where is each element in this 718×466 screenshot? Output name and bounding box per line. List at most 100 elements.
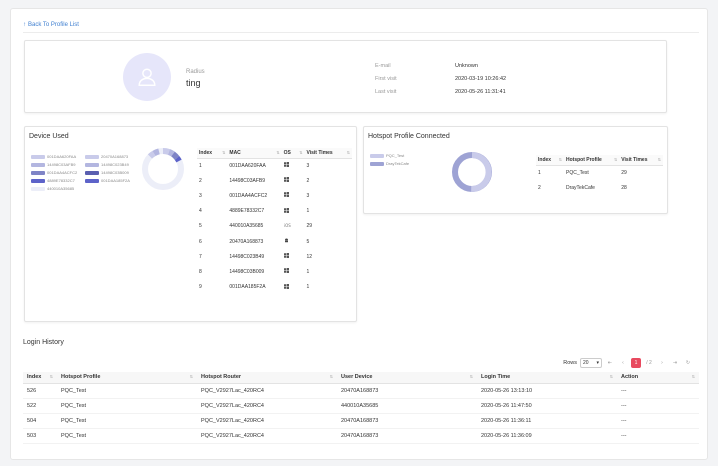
row-action[interactable]: --- — [617, 398, 699, 414]
row-mac: 14498C03AFB9 — [229, 177, 265, 184]
sort-icon[interactable]: ⇅ — [222, 149, 226, 155]
device-legend-item[interactable]: 440010A35685 — [31, 186, 74, 191]
hotspot-legend-item[interactable]: PQC_Test — [370, 153, 404, 158]
device-legend-item[interactable]: 001DAA620FAA — [31, 154, 76, 159]
current-page-button[interactable]: 1 — [631, 358, 641, 368]
device-legend-item[interactable]: 14498C03AFB9 — [31, 162, 75, 167]
table-row: 8 14498C03B009 1 — [197, 264, 352, 279]
row-visit-times: 2 — [306, 177, 310, 184]
row-mac: 14498C03B009 — [229, 268, 265, 275]
sort-icon[interactable]: ⇅ — [276, 149, 280, 155]
windows-icon — [283, 207, 289, 213]
hotspot-legend-item[interactable]: DrayTekCafe — [370, 161, 409, 166]
table-row: 2 DrayTekCafe 28 — [536, 180, 663, 195]
device-legend-item[interactable]: 14498C023B49 — [85, 162, 129, 167]
row-visit-times: 3 — [306, 192, 310, 199]
sort-icon[interactable]: ⇅ — [329, 374, 333, 380]
sort-icon[interactable]: ⇅ — [299, 149, 303, 155]
row-action[interactable]: --- — [617, 413, 699, 429]
row-action[interactable]: --- — [617, 383, 699, 399]
last-page-button[interactable]: ⇥ — [672, 360, 678, 366]
page-frame: ↑ Back To Profile List Radius ting E-mail… — [10, 8, 708, 460]
column-header-visit-times[interactable]: Visit Times ⇅ — [619, 155, 663, 166]
row-login-time: 2020-05-26 11:36:09 — [477, 428, 617, 444]
row-os — [282, 204, 305, 219]
row-index: 7 — [199, 253, 202, 260]
windows-icon — [283, 268, 289, 274]
column-header-index[interactable]: Index ⇅ — [197, 148, 228, 159]
windows-icon — [283, 253, 289, 259]
device-used-card: Device Used 001DAA620FAA 20470A168873 14… — [24, 126, 357, 322]
column-header-hotspot-router[interactable]: Hotspot Router ⇅ — [197, 372, 337, 384]
refresh-icon[interactable]: ↻ — [685, 360, 691, 366]
device-donut-chart[interactable] — [139, 145, 187, 193]
column-header-login-time[interactable]: Login Time ⇅ — [477, 372, 617, 384]
legend-swatch — [31, 162, 45, 167]
legend-swatch — [31, 154, 45, 159]
next-page-button[interactable]: › — [661, 360, 663, 366]
legend-swatch — [31, 170, 45, 175]
sort-icon[interactable]: ⇅ — [609, 374, 613, 380]
row-index: 1 — [199, 162, 202, 169]
column-header-os[interactable]: OS ⇅ — [281, 148, 305, 159]
row-login-time: 2020-05-26 11:36:11 — [477, 413, 617, 429]
table-row: 3 001DAA4ACFC2 3 — [197, 188, 352, 203]
row-mac: 001DAA620FAA — [229, 162, 266, 169]
column-header-index[interactable]: Index ⇅ — [23, 372, 57, 384]
device-legend-item[interactable]: 4889E78332C7 — [31, 178, 75, 183]
column-header-visit-times[interactable]: Visit Times ⇅ — [304, 148, 352, 159]
column-header-hotspot-profile[interactable]: Hotspot Profile ⇅ — [564, 155, 620, 166]
row-action[interactable]: --- — [617, 428, 699, 444]
row-os — [282, 158, 305, 173]
sort-icon[interactable]: ⇅ — [49, 374, 53, 380]
row-hotspot-profile: PQC_Test — [57, 398, 197, 414]
row-user-device: 20470A168873 — [337, 413, 477, 429]
device-legend-item[interactable]: 20470A168873 — [85, 154, 128, 159]
sort-icon[interactable]: ⇅ — [469, 374, 473, 380]
row-mac: 001DAA4ACFC2 — [229, 192, 268, 199]
sort-icon[interactable]: ⇅ — [558, 156, 562, 162]
avatar — [123, 53, 171, 101]
hotspot-donut-chart[interactable] — [449, 149, 495, 195]
row-index: 1 — [538, 169, 541, 176]
hotspot-connected-title: Hotspot Profile Connected — [368, 133, 450, 140]
last-visit-value: 2020-05-26 11:31:41 — [455, 89, 506, 95]
back-to-profile-list-link[interactable]: ↑ Back To Profile List — [23, 22, 79, 28]
sort-icon[interactable]: ⇅ — [613, 156, 618, 162]
row-mac: 20470A168873 — [229, 238, 264, 245]
device-legend-item[interactable]: 001DAA4ACFC2 — [31, 170, 77, 175]
row-index: 6 — [199, 238, 202, 245]
rows-per-page-select[interactable]: 20 ▾ — [580, 358, 602, 368]
device-legend-item[interactable]: 001DAA185F2A — [85, 178, 130, 183]
column-header-mac[interactable]: MAC ⇅ — [227, 148, 282, 159]
prev-page-button[interactable]: ‹ — [622, 360, 624, 366]
column-header-index[interactable]: Index ⇅ — [536, 155, 564, 166]
row-os — [282, 188, 305, 203]
first-page-button[interactable]: ⇤ — [607, 360, 613, 366]
column-header-hotspot-profile[interactable]: Hotspot Profile ⇅ — [57, 372, 197, 384]
sort-icon[interactable]: ⇅ — [346, 149, 350, 155]
row-visit-times: 1 — [306, 208, 310, 215]
row-os — [282, 264, 305, 279]
row-mac: 001DAA185F2A — [229, 284, 266, 291]
legend-swatch — [85, 162, 99, 167]
row-os — [282, 280, 305, 295]
column-header-action[interactable]: Action ⇅ — [617, 372, 699, 384]
sort-icon[interactable]: ⇅ — [691, 374, 695, 380]
user-icon — [138, 68, 156, 86]
row-hotspot-router: PQC_V2927Lac_420RC4 — [197, 428, 337, 444]
sort-icon[interactable]: ⇅ — [657, 156, 661, 162]
table-row: 9 001DAA185F2A 1 — [197, 280, 352, 295]
row-index: 2 — [538, 184, 541, 191]
row-os — [282, 173, 305, 188]
sort-icon[interactable]: ⇅ — [189, 374, 193, 380]
column-header-user-device[interactable]: User Device ⇅ — [337, 372, 477, 384]
row-visit-times: 12 — [306, 253, 313, 260]
table-row: 7 14498C023B49 12 — [197, 249, 352, 264]
row-visit-times: 1 — [306, 284, 310, 291]
row-user-device: 20470A168873 — [337, 428, 477, 444]
device-legend-item[interactable]: 14498C03B009 — [85, 170, 129, 175]
row-index: 9 — [199, 284, 202, 291]
row-user-device: 20470A168873 — [337, 383, 477, 399]
rows-label: Rows — [563, 360, 577, 366]
